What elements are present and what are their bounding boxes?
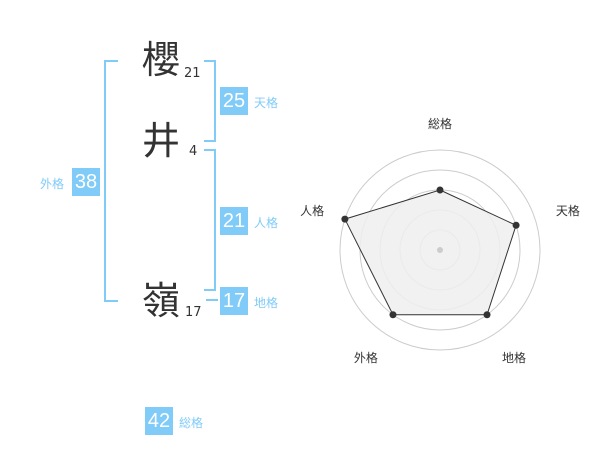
tenkaku-bracket	[204, 60, 216, 142]
name-char-1: 櫻	[141, 38, 180, 82]
gaikaku-bracket	[104, 60, 118, 302]
jinkaku-label: 人格	[254, 216, 279, 230]
name-char-2: 井	[141, 119, 180, 163]
radar-ring	[339, 149, 541, 351]
stroke-count-3: 17	[185, 305, 202, 320]
radar-center	[437, 247, 443, 253]
chikaku-score: 17	[220, 287, 248, 315]
radar-point	[436, 186, 444, 194]
radar-axis-label: 総格	[428, 116, 452, 131]
radar-axis-label: 地格	[502, 350, 526, 365]
radar-area	[344, 189, 517, 316]
radar-point	[389, 311, 397, 319]
radar-point	[483, 311, 491, 319]
stroke-count-2: 4	[189, 144, 198, 159]
radar-axis-label: 天格	[556, 203, 580, 218]
stroke-count-1: 21	[184, 66, 201, 81]
radar-axis-label: 人格	[300, 203, 324, 218]
radar-point	[512, 221, 520, 229]
tenkaku-label: 天格	[254, 96, 279, 110]
soukaku-score: 42	[145, 407, 173, 435]
jinkaku-score: 21	[220, 207, 248, 235]
radar-axis-label: 外格	[354, 350, 378, 365]
chikaku-connector	[206, 299, 218, 301]
soukaku-label: 総格	[179, 416, 204, 430]
jinkaku-bracket	[204, 149, 216, 291]
chikaku-label: 地格	[254, 296, 279, 310]
tenkaku-score: 25	[220, 87, 248, 115]
radar-point	[341, 215, 349, 223]
gaikaku-score: 38	[72, 168, 100, 196]
gaikaku-label: 外格	[40, 177, 65, 191]
name-char-3: 嶺	[141, 279, 180, 323]
